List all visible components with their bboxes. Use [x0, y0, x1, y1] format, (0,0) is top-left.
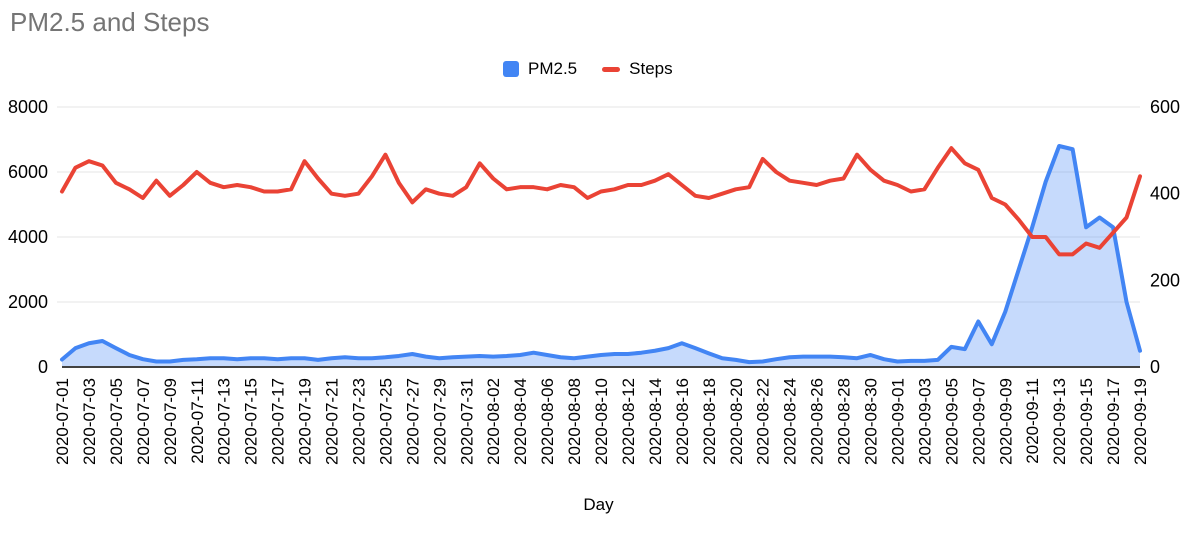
svg-text:600: 600: [1150, 97, 1180, 117]
svg-text:0: 0: [1150, 357, 1160, 377]
svg-text:2020-08-14: 2020-08-14: [646, 378, 665, 465]
svg-text:2020-08-30: 2020-08-30: [862, 378, 881, 465]
svg-text:2020-09-07: 2020-09-07: [969, 378, 988, 465]
svg-text:6000: 6000: [8, 162, 48, 182]
svg-text:2020-07-23: 2020-07-23: [349, 378, 368, 465]
svg-text:2020-07-13: 2020-07-13: [215, 378, 234, 465]
left-axis-tick-labels: 0 2000 4000 6000 8000: [8, 97, 48, 377]
pm25-area-series: [62, 146, 1140, 367]
svg-text:2020-07-27: 2020-07-27: [403, 378, 422, 465]
svg-text:2020-08-02: 2020-08-02: [484, 378, 503, 465]
svg-text:2020-09-01: 2020-09-01: [888, 378, 907, 465]
steps-line-series: [60, 146, 1142, 257]
svg-text:2020-08-22: 2020-08-22: [754, 378, 773, 465]
x-axis-title: Day: [583, 495, 614, 514]
svg-text:2020-07-29: 2020-07-29: [430, 378, 449, 465]
svg-text:2020-07-09: 2020-07-09: [161, 378, 180, 465]
gridlines: [57, 106, 1140, 303]
svg-text:2020-08-16: 2020-08-16: [673, 378, 692, 465]
svg-text:4000: 4000: [8, 227, 48, 247]
chart-title: PM2.5 and Steps: [10, 7, 210, 37]
pm25-line-series: [60, 144, 1142, 365]
svg-text:2020-08-28: 2020-08-28: [835, 378, 854, 465]
svg-text:2020-08-10: 2020-08-10: [592, 378, 611, 465]
chart-legend: PM2.5 Steps: [503, 59, 673, 79]
x-axis-tick-labels: 2020-07-01 2020-07-03 2020-07-05 2020-07-07…: [53, 378, 1150, 465]
svg-text:2020-07-21: 2020-07-21: [323, 378, 342, 465]
svg-text:2020-07-19: 2020-07-19: [296, 378, 315, 465]
svg-text:2020-07-03: 2020-07-03: [80, 378, 99, 465]
svg-text:2020-09-17: 2020-09-17: [1104, 378, 1123, 465]
svg-text:2020-07-07: 2020-07-07: [134, 378, 153, 465]
svg-text:2020-07-31: 2020-07-31: [457, 378, 476, 465]
svg-text:2020-08-26: 2020-08-26: [808, 378, 827, 465]
svg-text:2020-09-11: 2020-09-11: [1023, 378, 1042, 464]
svg-text:2020-08-06: 2020-08-06: [538, 378, 557, 465]
svg-text:200: 200: [1150, 270, 1180, 290]
svg-text:400: 400: [1150, 184, 1180, 204]
legend-item-steps: Steps: [602, 59, 673, 79]
svg-text:2020-09-13: 2020-09-13: [1050, 378, 1069, 465]
svg-text:2020-07-11: 2020-07-11: [188, 378, 207, 464]
svg-text:2020-08-04: 2020-08-04: [511, 378, 530, 465]
svg-text:2020-08-18: 2020-08-18: [700, 378, 719, 465]
svg-text:2020-07-15: 2020-07-15: [242, 378, 261, 465]
legend-label-steps: Steps: [629, 59, 673, 78]
svg-text:2020-09-03: 2020-09-03: [915, 378, 934, 465]
svg-text:2020-07-01: 2020-07-01: [53, 378, 72, 465]
pm25-legend-swatch-icon: [503, 61, 519, 77]
svg-text:2020-07-05: 2020-07-05: [107, 378, 126, 465]
legend-item-pm25: PM2.5: [503, 59, 577, 79]
svg-text:2020-08-08: 2020-08-08: [565, 378, 584, 465]
svg-text:8000: 8000: [8, 97, 48, 117]
svg-text:2020-08-20: 2020-08-20: [727, 378, 746, 465]
svg-text:2020-09-05: 2020-09-05: [942, 378, 961, 465]
svg-text:2020-09-09: 2020-09-09: [996, 378, 1015, 465]
svg-text:2020-07-25: 2020-07-25: [376, 378, 395, 465]
steps-legend-swatch-icon: [602, 66, 621, 72]
svg-text:0: 0: [38, 357, 48, 377]
right-axis-tick-labels: 0 200 400 600: [1150, 97, 1180, 377]
svg-text:2020-07-17: 2020-07-17: [269, 378, 288, 465]
svg-text:2020-09-15: 2020-09-15: [1077, 378, 1096, 465]
svg-text:2000: 2000: [8, 292, 48, 312]
svg-text:2020-09-19: 2020-09-19: [1131, 378, 1150, 465]
svg-text:2020-08-12: 2020-08-12: [619, 378, 638, 465]
svg-text:2020-08-24: 2020-08-24: [781, 378, 800, 465]
legend-label-pm25: PM2.5: [528, 59, 578, 78]
